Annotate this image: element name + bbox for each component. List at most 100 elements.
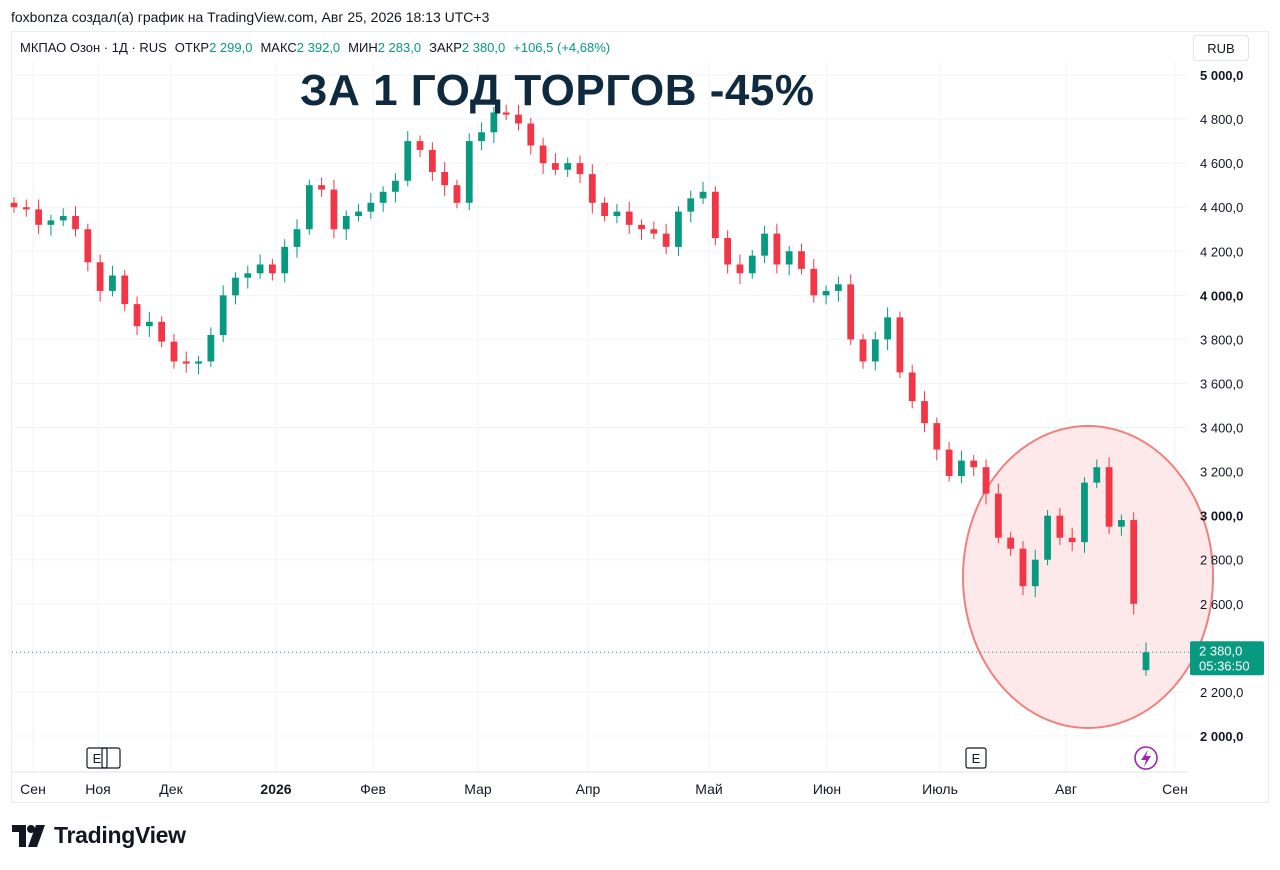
candle-body	[256, 264, 264, 274]
candle-body	[638, 224, 645, 230]
candle	[35, 199, 42, 234]
candle	[761, 225, 768, 263]
price-badge-countdown: 05:36:50	[1199, 658, 1250, 673]
y-tick-label: 3 200,0	[1200, 465, 1243, 480]
y-tick-label: 3 000,0	[1200, 509, 1243, 524]
candle-body	[10, 202, 18, 208]
candle-body	[884, 317, 891, 340]
candle-body	[441, 171, 449, 186]
candle	[650, 221, 658, 240]
candle-body	[564, 163, 572, 170]
candle	[847, 274, 855, 345]
candle	[970, 455, 978, 477]
lightning-icon[interactable]	[1134, 746, 1158, 770]
candle	[835, 276, 842, 302]
candle-body	[958, 460, 965, 477]
x-tick-label: Фев	[360, 781, 386, 797]
y-axis: 5 000,0 4 800,0 4 600,0 4 400,0 4 200,0 4 000…	[1200, 68, 1243, 744]
candle-body	[72, 216, 79, 230]
candle	[687, 190, 695, 223]
svg-text:E: E	[972, 751, 981, 766]
candle	[256, 254, 264, 279]
tradingview-logo-icon	[12, 824, 45, 847]
candle	[711, 186, 719, 246]
candle	[109, 265, 116, 297]
candle-body	[552, 163, 559, 170]
candle	[588, 164, 596, 214]
y-tick-label: 4 200,0	[1200, 244, 1243, 259]
candle	[232, 272, 239, 305]
overlay-layer: 2 380,005:36:50 E E	[12, 641, 1264, 770]
candle	[281, 239, 289, 283]
candle	[662, 223, 670, 255]
candle-body	[96, 262, 104, 291]
candle	[921, 391, 928, 433]
y-tick-label: 4 800,0	[1200, 112, 1243, 127]
candle-body	[330, 189, 338, 230]
candle-body	[404, 141, 412, 181]
candle	[527, 117, 535, 155]
y-tick-label: 2 200,0	[1200, 685, 1243, 700]
candle	[182, 351, 190, 373]
candle	[342, 210, 350, 241]
tradingview-logo[interactable]: TradingView	[12, 822, 186, 849]
candle-body	[1068, 537, 1076, 543]
candle-body	[182, 361, 190, 364]
candle-body	[355, 211, 362, 217]
candle	[798, 243, 805, 275]
candle	[465, 133, 473, 211]
y-tick-label: 2 600,0	[1200, 597, 1243, 612]
symbol-name[interactable]: МКПАО Озон · 1Д · RUS	[20, 40, 167, 55]
candle	[404, 131, 412, 187]
x-tick-label: Мар	[464, 781, 492, 797]
candle	[1019, 541, 1027, 596]
candle-body	[908, 372, 916, 402]
candle-body	[687, 198, 695, 212]
candle-body	[576, 163, 584, 175]
y-tick-label: 2 800,0	[1200, 553, 1243, 568]
x-tick-label: Авг	[1055, 781, 1077, 797]
x-tick-label: Дек	[159, 781, 183, 797]
earnings-event-icon[interactable]: E	[86, 747, 108, 769]
candle	[884, 307, 891, 351]
candle-body	[1019, 548, 1027, 587]
high-value: 2 392,0	[296, 40, 341, 55]
candle	[822, 285, 830, 305]
highlight-circle	[962, 425, 1214, 729]
candle-body	[305, 185, 313, 230]
candle	[871, 331, 879, 371]
earnings-event-icon[interactable]: E	[965, 747, 987, 769]
candle	[219, 285, 227, 343]
headline-annotation: ЗА 1 ГОД ТОРГОВ -45%	[300, 66, 815, 115]
candle-body	[822, 290, 830, 296]
candle-body	[478, 132, 485, 142]
candle	[10, 197, 18, 213]
candle	[244, 265, 252, 289]
candle	[724, 230, 732, 274]
candle-body	[527, 123, 535, 146]
symbol-legend: МКПАО Озон · 1Д · RUS ОТКР 2 299,0 МАКС 2 …	[20, 40, 610, 55]
currency-button[interactable]: RUB	[1193, 35, 1249, 61]
candle-body	[933, 423, 941, 450]
x-tick-label: Май	[695, 781, 722, 797]
candle	[1044, 510, 1051, 566]
candle	[1056, 507, 1064, 545]
candle	[121, 269, 129, 312]
candle-body	[1007, 537, 1015, 549]
candle	[59, 208, 67, 226]
y-tick-label: 2 000,0	[1200, 729, 1243, 744]
candle	[145, 311, 153, 337]
candle	[207, 327, 215, 367]
candle	[269, 258, 276, 281]
candle	[158, 316, 166, 348]
candle-body	[35, 209, 42, 225]
earnings-event-stack	[101, 747, 121, 769]
candle-body	[515, 114, 522, 124]
candle	[490, 106, 498, 144]
candle-body	[1044, 515, 1051, 560]
candle	[601, 197, 608, 222]
candle	[318, 177, 325, 197]
candle	[416, 135, 424, 158]
candle-body	[490, 112, 498, 133]
